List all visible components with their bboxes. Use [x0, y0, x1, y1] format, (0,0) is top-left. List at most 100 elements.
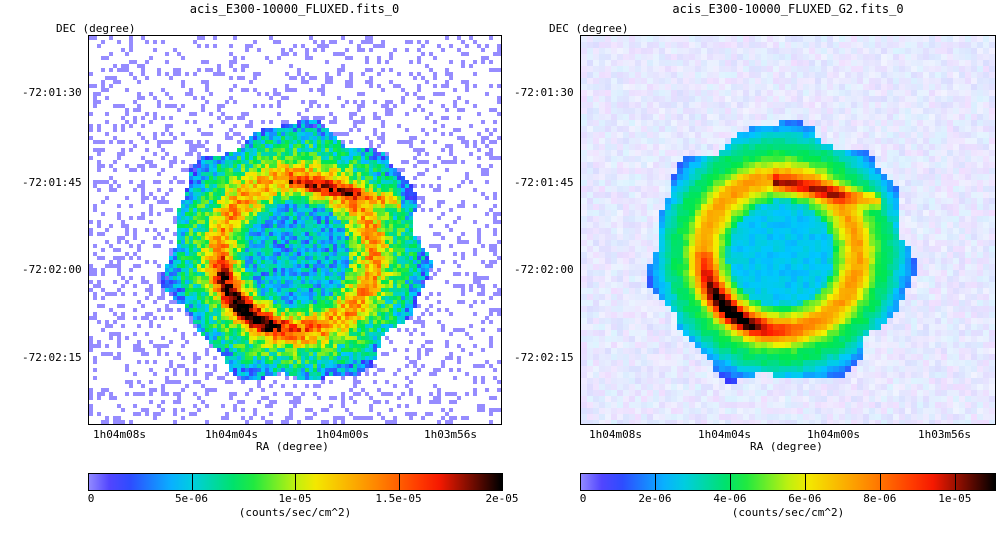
- image-pixel: [253, 264, 257, 268]
- image-pixel: [321, 276, 325, 280]
- image-pixel: [217, 268, 221, 272]
- image-pixel: [301, 300, 305, 304]
- image-pixel: [297, 112, 301, 116]
- image-pixel: [385, 252, 389, 256]
- image-pixel: [229, 292, 233, 296]
- image-pixel: [257, 236, 261, 240]
- image-pixel: [473, 84, 477, 88]
- image-pixel: [361, 152, 365, 156]
- image-pixel: [257, 204, 261, 208]
- image-pixel: [321, 224, 325, 228]
- image-pixel: [317, 252, 321, 256]
- image-pixel: [257, 172, 261, 176]
- image-pixel: [233, 356, 237, 360]
- image-pixel: [405, 284, 409, 288]
- image-pixel: [229, 268, 233, 272]
- image-pixel: [405, 292, 409, 296]
- left-image-plot[interactable]: [88, 35, 502, 425]
- image-pixel: [749, 48, 755, 54]
- image-pixel: [217, 336, 221, 340]
- image-pixel: [233, 304, 237, 308]
- image-pixel: [365, 212, 369, 216]
- image-pixel: [485, 44, 489, 48]
- image-pixel: [441, 236, 445, 240]
- image-pixel: [377, 208, 381, 212]
- image-pixel: [305, 212, 309, 216]
- image-pixel: [357, 252, 361, 256]
- image-pixel: [341, 144, 345, 148]
- image-pixel: [189, 172, 193, 176]
- image-pixel: [373, 272, 377, 276]
- image-pixel: [129, 216, 133, 220]
- image-pixel: [461, 300, 465, 304]
- image-pixel: [245, 392, 249, 396]
- image-pixel: [393, 284, 397, 288]
- image-pixel: [313, 308, 317, 312]
- image-pixel: [229, 88, 233, 92]
- image-pixel: [205, 204, 209, 208]
- image-pixel: [449, 44, 453, 48]
- image-pixel: [313, 168, 317, 172]
- image-pixel: [453, 392, 457, 396]
- image-pixel: [285, 224, 289, 228]
- image-pixel: [261, 352, 265, 356]
- image-pixel: [875, 48, 881, 54]
- image-pixel: [357, 172, 361, 176]
- image-pixel: [301, 364, 305, 368]
- image-pixel: [297, 288, 301, 292]
- image-pixel: [381, 272, 385, 276]
- image-pixel: [205, 88, 209, 92]
- image-pixel: [401, 288, 405, 292]
- image-pixel: [409, 260, 413, 264]
- image-pixel: [293, 348, 297, 352]
- image-pixel: [305, 120, 309, 124]
- right-panel-title: acis_E300-10000_FLUXED_G2.fits_0: [672, 2, 904, 16]
- image-pixel: [309, 320, 313, 324]
- image-pixel: [353, 232, 357, 236]
- image-pixel: [205, 320, 209, 324]
- image-pixel: [297, 356, 301, 360]
- image-pixel: [93, 96, 97, 100]
- image-pixel: [493, 140, 497, 144]
- image-pixel: [205, 224, 209, 228]
- image-pixel: [129, 72, 133, 76]
- image-pixel: [421, 76, 425, 80]
- right-image-plot[interactable]: [580, 35, 996, 425]
- image-pixel: [249, 388, 253, 392]
- image-pixel: [365, 148, 369, 152]
- image-pixel: [249, 284, 253, 288]
- image-pixel: [169, 248, 173, 252]
- image-pixel: [345, 328, 349, 332]
- image-pixel: [261, 224, 265, 228]
- image-pixel: [165, 200, 169, 204]
- image-pixel: [253, 408, 257, 412]
- image-pixel: [989, 48, 995, 54]
- image-pixel: [373, 268, 377, 272]
- image-pixel: [309, 88, 313, 92]
- image-pixel: [401, 312, 405, 316]
- image-pixel: [321, 292, 325, 296]
- image-pixel: [237, 280, 241, 284]
- image-pixel: [301, 280, 305, 284]
- image-pixel: [321, 288, 325, 292]
- image-pixel: [405, 272, 409, 276]
- image-pixel: [305, 80, 309, 84]
- image-pixel: [341, 400, 345, 404]
- image-pixel: [97, 168, 101, 172]
- image-pixel: [193, 216, 197, 220]
- image-pixel: [237, 372, 241, 376]
- image-pixel: [245, 256, 249, 260]
- image-pixel: [309, 276, 313, 280]
- image-pixel: [373, 204, 377, 208]
- image-pixel: [285, 240, 289, 244]
- image-pixel: [125, 392, 129, 396]
- image-pixel: [397, 272, 401, 276]
- image-pixel: [341, 280, 345, 284]
- image-pixel: [173, 176, 177, 180]
- image-pixel: [285, 348, 289, 352]
- image-pixel: [317, 116, 321, 120]
- image-pixel: [141, 352, 145, 356]
- image-pixel: [305, 260, 309, 264]
- image-pixel: [133, 120, 137, 124]
- image-pixel: [357, 304, 361, 308]
